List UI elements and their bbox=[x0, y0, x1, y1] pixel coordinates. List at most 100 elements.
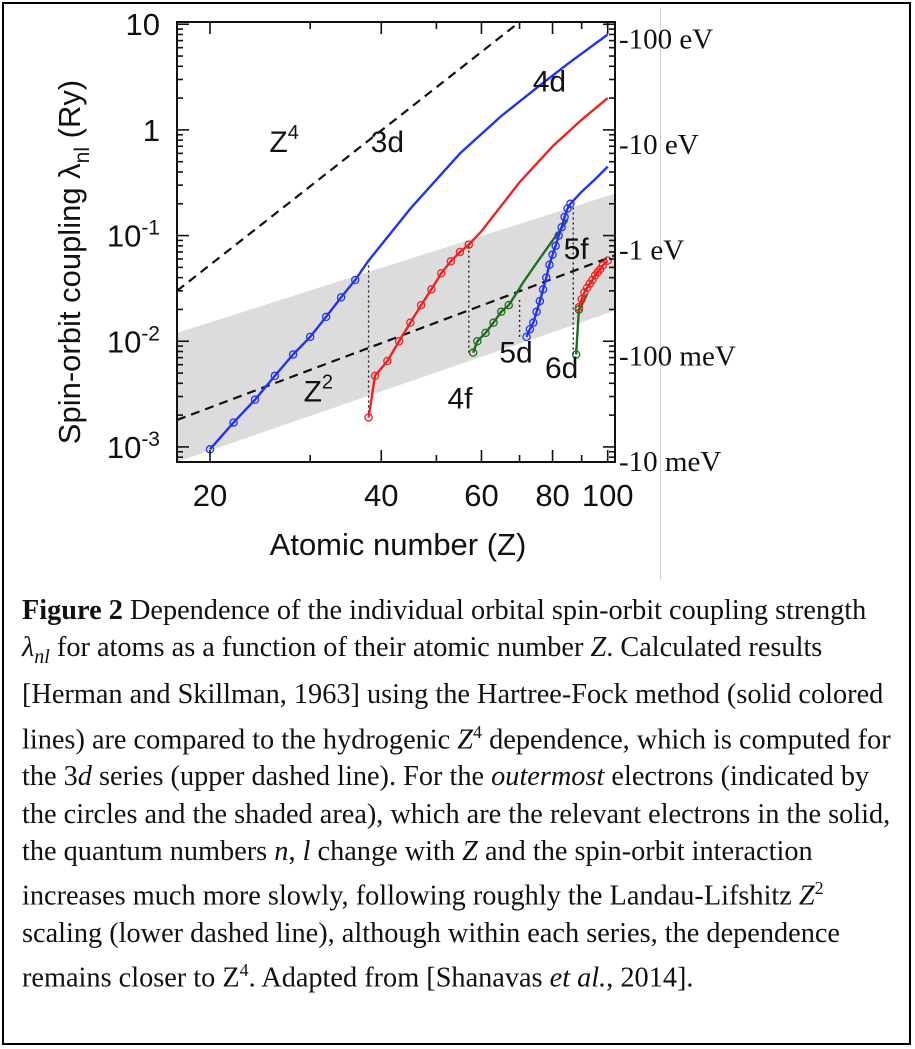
data-point-marker bbox=[560, 212, 569, 222]
data-point-marker bbox=[538, 285, 548, 294]
y-tick-label: 10-2 bbox=[107, 322, 160, 359]
series-line-4d bbox=[367, 97, 609, 418]
y-tick-label: 10 bbox=[126, 7, 160, 42]
data-point-marker bbox=[270, 371, 280, 381]
caption-text: dependence, which is computed for the 3 bbox=[22, 723, 891, 793]
data-point-marker bbox=[603, 256, 612, 265]
data-point-marker bbox=[350, 275, 360, 285]
label-layer: 20 40 60 80 100 10-3 10-2 10-1 1 10 -100 eV -10 eV -… bbox=[107, 7, 736, 513]
data-point-marker bbox=[250, 395, 260, 404]
marker-layer bbox=[205, 199, 612, 454]
y-axis-label-subscript: nl bbox=[71, 147, 94, 163]
data-point-marker bbox=[437, 269, 446, 278]
x-axis-label: Atomic number (Z) bbox=[270, 527, 527, 562]
data-point-marker bbox=[416, 300, 426, 310]
series-line-5f bbox=[577, 259, 609, 308]
data-point-marker bbox=[571, 350, 581, 359]
data-point-marker bbox=[229, 418, 238, 427]
caption-text: , 2014]. bbox=[606, 962, 694, 994]
data-point-marker bbox=[548, 250, 557, 259]
data-point-marker bbox=[532, 307, 541, 317]
figure-label: Figure 2 bbox=[22, 595, 123, 626]
caption-text: for atoms as a function of their atomic … bbox=[49, 632, 591, 664]
annotation-4f: 4f bbox=[447, 383, 473, 416]
right-axis-label: -100 meV bbox=[619, 340, 736, 372]
caption-text: change with bbox=[310, 835, 463, 867]
data-point-marker bbox=[370, 371, 380, 381]
data-point-marker bbox=[545, 260, 554, 269]
reference-line-z4 bbox=[177, 22, 521, 292]
data-point-marker bbox=[580, 288, 589, 297]
data-point-marker bbox=[464, 240, 474, 249]
y-tick-label: 1 bbox=[143, 113, 160, 148]
caption-text: and the spin-orbit interaction increases… bbox=[22, 835, 813, 912]
data-point-marker bbox=[496, 307, 506, 317]
shaded-band bbox=[177, 193, 615, 462]
annotation-z4: Z4 bbox=[269, 122, 298, 159]
right-axis-label: -10 eV bbox=[619, 129, 699, 161]
caption-d: d bbox=[77, 761, 92, 793]
data-point-marker bbox=[529, 318, 538, 327]
reference-line-z2 bbox=[177, 254, 615, 421]
caption-text: series (upper dashed line). For the bbox=[91, 761, 492, 793]
data-point-marker bbox=[542, 273, 551, 282]
data-point-marker bbox=[489, 318, 498, 327]
data-point-marker bbox=[522, 332, 531, 342]
series-layer bbox=[209, 33, 609, 451]
data-point-marker bbox=[383, 356, 392, 366]
caption-outermost: outermost bbox=[491, 761, 605, 793]
dotted-vertical-layer bbox=[367, 203, 574, 418]
data-point-marker bbox=[406, 318, 415, 327]
data-point-marker bbox=[394, 337, 404, 346]
annotation-5f: 5f bbox=[564, 233, 590, 266]
annotation-4d: 4d bbox=[533, 66, 566, 99]
figure-caption: Figure 2 Dependence of the individual or… bbox=[22, 592, 894, 997]
data-point-marker bbox=[535, 296, 545, 306]
series-line-3d bbox=[209, 33, 609, 451]
caption-superscript: 4 bbox=[239, 960, 249, 981]
data-point-marker bbox=[481, 328, 490, 338]
chart: 20 40 60 80 100 10-3 10-2 10-1 1 10 -100 eV -10 eV -… bbox=[52, 7, 736, 562]
plot-frame bbox=[176, 21, 616, 463]
data-point-marker bbox=[525, 324, 535, 334]
caption-text: , bbox=[288, 835, 303, 867]
y-tick-label: 10-1 bbox=[107, 217, 160, 254]
caption-text: scaling (lower dashed line), although wi… bbox=[22, 917, 840, 994]
annotation-6d: 6d bbox=[545, 352, 578, 385]
x-tick-label: 20 bbox=[193, 478, 227, 513]
right-axis-label: -1 eV bbox=[619, 235, 684, 267]
data-point-marker bbox=[468, 348, 478, 357]
caption-n: n bbox=[274, 835, 289, 867]
annotation-5d: 5d bbox=[499, 336, 532, 369]
data-point-marker bbox=[427, 285, 436, 294]
x-tick-label: 40 bbox=[364, 478, 398, 513]
annotation-z2: Z2 bbox=[304, 371, 333, 408]
series-line-6d bbox=[574, 293, 589, 355]
data-point-marker bbox=[321, 312, 331, 322]
caption-text: electrons (indicated by the circles and … bbox=[22, 761, 891, 867]
caption-z: Z bbox=[462, 835, 478, 867]
annotation-3d: 3d bbox=[371, 126, 404, 159]
data-point-marker bbox=[551, 241, 560, 251]
data-point-marker bbox=[288, 350, 298, 359]
x-tick-label: 80 bbox=[535, 478, 569, 513]
data-point-marker bbox=[574, 302, 584, 312]
caption-lambda: λ bbox=[22, 632, 35, 664]
data-point-marker bbox=[588, 275, 597, 285]
data-point-marker bbox=[504, 300, 513, 310]
right-axis-label: -10 meV bbox=[619, 446, 721, 478]
shaded-band-layer bbox=[177, 193, 615, 462]
data-point-marker bbox=[598, 261, 607, 270]
data-point-marker bbox=[305, 332, 315, 342]
reference-line-layer bbox=[177, 22, 615, 421]
data-point-marker bbox=[446, 257, 456, 266]
axes-layer bbox=[176, 21, 616, 463]
caption-z: Z bbox=[798, 880, 815, 912]
data-point-marker bbox=[554, 231, 563, 240]
data-point-marker bbox=[455, 247, 465, 257]
caption-z: Z bbox=[590, 632, 607, 664]
x-tick-label: 60 bbox=[464, 478, 498, 513]
y-tick-label: 10-3 bbox=[107, 428, 160, 465]
caption-l: l bbox=[302, 835, 311, 867]
